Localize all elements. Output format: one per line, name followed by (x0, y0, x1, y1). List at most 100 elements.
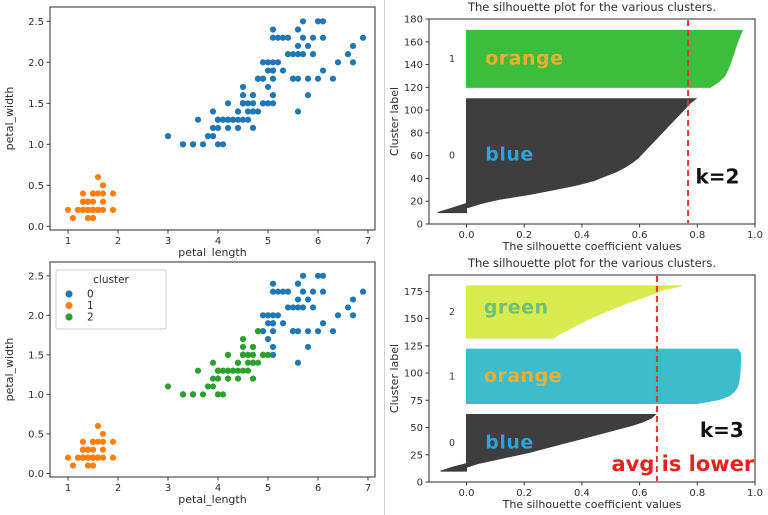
data-point (359, 288, 367, 295)
data-point (89, 438, 97, 445)
data-point (244, 116, 252, 123)
data-point (79, 454, 87, 461)
data-point (274, 34, 282, 41)
data-point (79, 438, 87, 445)
data-point (164, 133, 172, 140)
data-point (214, 124, 222, 132)
plot-frame (428, 274, 756, 483)
data-point (239, 367, 247, 374)
y-tick-label: 0.0 (28, 469, 44, 480)
data-point (319, 272, 327, 279)
data-point (309, 288, 317, 295)
data-point (229, 116, 237, 123)
data-point (279, 67, 287, 74)
data-point (99, 190, 107, 197)
data-point (94, 454, 102, 461)
data-point (299, 18, 307, 25)
data-point (224, 100, 232, 107)
y-tick-label: 2.5 (28, 271, 44, 282)
data-point (279, 320, 287, 327)
data-point (94, 438, 102, 445)
scatter-plot-k2: 1 2 3 4 5 6 7 0.0 0.5 1.0 1.5 2.0 2.5 petal_length pet… (3, 6, 376, 258)
data-point (164, 383, 172, 390)
data-point (239, 335, 247, 343)
data-point (209, 375, 217, 382)
y-tick-label: 175 (404, 287, 423, 298)
y-tick-label: 0 (417, 478, 423, 489)
data-point (79, 190, 87, 197)
data-point (79, 198, 87, 205)
y-tick-label: 2.0 (28, 58, 44, 69)
legend-box (55, 269, 167, 330)
data-point (219, 391, 227, 398)
silhouette-band-cluster-1 (466, 29, 744, 88)
x-axis-label: petal_length (178, 493, 246, 506)
data-point (94, 422, 102, 430)
data-point (244, 351, 252, 358)
data-point (239, 92, 247, 99)
y-tick-label: 40 (410, 174, 423, 185)
silhouette-band-cluster-1 (466, 348, 742, 405)
data-point (294, 108, 302, 115)
data-point (349, 312, 357, 319)
data-point (294, 280, 302, 287)
data-point (319, 67, 327, 74)
data-point (179, 391, 187, 398)
data-point (279, 34, 287, 41)
x-tick-label: 1 (65, 483, 71, 494)
data-point (304, 343, 312, 351)
data-point (249, 92, 257, 99)
data-point (299, 272, 307, 279)
x-tick-label: 0.8 (689, 488, 705, 499)
data-point (89, 215, 97, 222)
data-point (239, 343, 247, 351)
data-point (209, 133, 217, 140)
data-point (254, 328, 262, 335)
y-tick-label: 0.5 (28, 181, 44, 192)
scatter-series-0 (259, 272, 367, 366)
legend-marker-0 (65, 290, 73, 298)
x-tick-label: 2 (115, 483, 121, 494)
data-point (294, 26, 302, 33)
data-point (109, 206, 117, 214)
data-point (239, 351, 247, 358)
x-tick-label: 0.6 (632, 230, 648, 241)
data-point (224, 351, 232, 358)
data-point (189, 141, 197, 148)
data-point (239, 83, 247, 91)
scatter-series-2 (164, 328, 272, 398)
data-point (264, 59, 272, 66)
data-point (284, 51, 292, 58)
y-tick-label: 2.0 (28, 311, 44, 322)
x-tick-label: 2 (115, 236, 121, 247)
data-point (344, 51, 352, 58)
data-point (264, 100, 272, 107)
data-point (294, 75, 302, 82)
data-point (259, 75, 267, 82)
scatter-series-1 (64, 174, 117, 222)
data-point (224, 375, 232, 382)
cluster-number-label-1: 1 (449, 54, 455, 65)
data-point (249, 359, 257, 366)
data-point (99, 438, 107, 445)
data-point (74, 206, 82, 214)
data-point (89, 446, 97, 453)
data-point (299, 34, 307, 41)
data-point (314, 18, 322, 25)
data-point (259, 59, 267, 66)
data-point (209, 124, 217, 132)
y-tick-label: 160 (404, 37, 423, 48)
x-tick-label: 0.8 (689, 230, 705, 241)
data-point (249, 108, 257, 115)
silhouette-band-cluster-2 (466, 285, 682, 339)
x-tick-label: 5 (265, 236, 271, 247)
x-tick-label: 3 (165, 483, 171, 494)
y-tick-label: 1.5 (28, 99, 44, 110)
data-point (304, 92, 312, 99)
data-point (269, 100, 277, 107)
data-point (84, 215, 92, 222)
data-point (209, 383, 217, 390)
data-point (304, 328, 312, 335)
data-point (269, 288, 277, 295)
